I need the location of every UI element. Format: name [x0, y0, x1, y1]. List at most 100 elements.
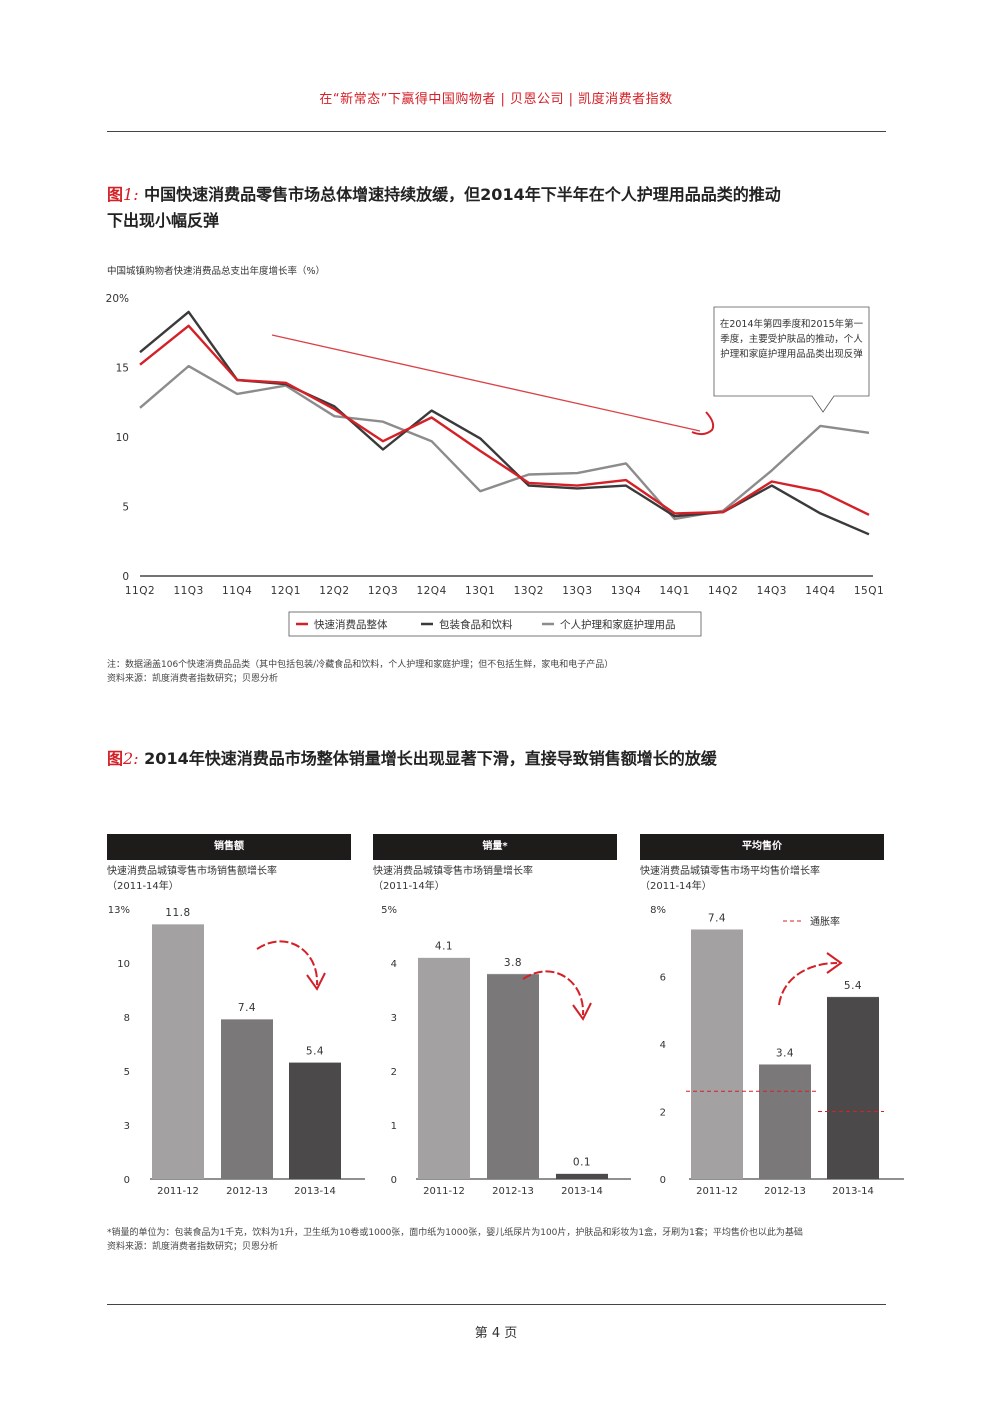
series-line-1	[139, 324, 870, 516]
line-chart-y-axis: 0 5 10 15 20%	[106, 293, 129, 583]
callout-text: 在2014年第四季度和2015年第一季度，主要受护肤品的推动，个人护理和家庭护理…	[719, 319, 864, 360]
y-tick-label: 15	[116, 363, 129, 375]
x-tick-label: 2011-12	[696, 1186, 738, 1197]
bar	[221, 1019, 273, 1179]
x-tick-label: 13Q1	[465, 585, 495, 597]
figure2-number: 2:	[123, 749, 139, 768]
x-tick-label: 2013-14	[294, 1186, 336, 1197]
x-tick-label: 13Q2	[514, 585, 544, 597]
legend: 快速消费品整体 包装食品和饮料 个人护理和家庭护理用品	[296, 618, 676, 631]
figure1-title-line1: 中国快速消费品零售市场总体增速持续放缓，但2014年下半年在个人护理用品品类的推…	[144, 185, 781, 204]
x-tick-label: 12Q2	[319, 585, 349, 597]
panel-sales-subtitle-line2: （2011-14年）	[107, 881, 179, 892]
y-tick-label: 5	[122, 502, 129, 514]
y-tick-label: 8	[124, 1013, 130, 1024]
bar-chart-sales: 0 3 5 8 10 13% 11.8 2011-12 7.4 2012-13 5.4 2013-14	[108, 905, 365, 1197]
figure2-title: 图2: 2014年快速消费品市场整体销量增长出现显著下滑，直接导致销售额增长的放…	[107, 746, 897, 772]
y-tick-label: 8%	[650, 905, 666, 916]
x-tick-label: 14Q4	[805, 585, 835, 597]
y-tick-label: 2	[660, 1108, 666, 1119]
figure1-note: 注：数据涵盖106个快速消费品品类（其中包括包装/冷藏食品和饮料，个人护理和家庭…	[107, 660, 614, 670]
bar-value-label: 7.4	[238, 1002, 256, 1014]
y-tick-label: 3	[391, 1013, 397, 1024]
x-tick-label: 11Q4	[222, 585, 252, 597]
line-chart-series	[139, 310, 870, 536]
y-tick-label: 0	[124, 1175, 130, 1186]
y-tick-label: 5%	[381, 905, 397, 916]
decline-arrow-head	[572, 1002, 592, 1021]
x-tick-label: 2012-13	[492, 1186, 534, 1197]
figure2-notes: *销量的单位为：包装食品为1千克，饮料为1升，卫生纸为10卷或1000张，面巾纸…	[107, 1226, 897, 1254]
figure1-number: 1:	[123, 185, 139, 204]
trend-arrow-head	[691, 411, 715, 436]
x-tick-label: 12Q1	[271, 585, 301, 597]
inflation-legend-label: 通胀率	[810, 915, 840, 928]
legend-label: 快速消费品整体	[314, 618, 388, 631]
x-tick-label: 2011-12	[423, 1186, 465, 1197]
y-tick-label: 4	[391, 959, 397, 970]
decline-arrow	[256, 940, 319, 986]
x-tick-label: 13Q3	[562, 585, 592, 597]
y-tick-label: 10	[116, 432, 129, 444]
figure1-label: 图	[107, 185, 124, 204]
panel-sales-header: 销售额	[107, 834, 351, 860]
bar	[487, 973, 539, 1179]
x-tick-label: 2013-14	[561, 1186, 603, 1197]
y-tick-label: 13%	[108, 905, 130, 916]
page-number: 第 4 页	[474, 1326, 518, 1341]
header-rule	[107, 131, 886, 132]
panel-volume-header: 销量*	[373, 834, 617, 860]
x-tick-label: 11Q3	[173, 585, 203, 597]
running-header: 在“新常态”下赢得中国购物者 | 贝恩公司 | 凯度消费者指数	[319, 92, 673, 107]
series-line-3	[139, 364, 870, 521]
legend-box	[288, 611, 702, 637]
trend-arrow-line	[271, 334, 701, 432]
y-tick-label: 4	[660, 1040, 666, 1051]
bar	[759, 1064, 811, 1179]
x-tick-label: 14Q2	[708, 585, 738, 597]
line-chart-subtitle: 中国城镇购物者快速消费品总支出年度增长率（%）	[107, 265, 325, 277]
callout-text-container: 在2014年第四季度和2015年第一季度，主要受护肤品的推动，个人护理和家庭护理…	[719, 319, 864, 360]
line-chart-x-axis: 11Q2 11Q3 11Q4 12Q1 12Q2 12Q3 12Q4 13Q1 13Q2 13Q3…	[125, 585, 884, 597]
x-tick-label: 14Q3	[757, 585, 787, 597]
panel-volume-subtitle-line2: （2011-14年）	[373, 881, 445, 892]
x-tick-label: 2011-12	[157, 1186, 199, 1197]
x-tick-label: 11Q2	[125, 585, 155, 597]
figure2-title-text: 2014年快速消费品市场整体销量增长出现显著下滑，直接导致销售额增长的放缓	[144, 749, 717, 768]
figure2-footnote: *销量的单位为：包装食品为1千克，饮料为1升，卫生纸为10卷或1000张，面巾纸…	[107, 1228, 803, 1238]
callout-box	[713, 306, 870, 413]
panel-volume-subtitle-line1: 快速消费品城镇零售市场销量增长率	[373, 866, 533, 877]
increase-arrow	[778, 962, 838, 1006]
bar-chart-price: 0 2 4 6 8% 7.4 2011-12 3.4 2012-13 5.4 2013-14 通胀率	[650, 905, 904, 1197]
legend-label: 个人护理和家庭护理用品	[560, 618, 676, 631]
figure1-title: 图1: 中国快速消费品零售市场总体增速持续放缓，但2014年下半年在个人护理用品…	[107, 182, 897, 234]
y-tick-label: 6	[660, 973, 666, 984]
y-tick-label: 5	[124, 1067, 130, 1078]
y-tick-label: 0	[391, 1175, 397, 1186]
figure2-source: 资料来源：凯度消费者指数研究；贝恩分析	[107, 1242, 279, 1252]
figure1-source: 资料来源：凯度消费者指数研究；贝恩分析	[107, 674, 279, 684]
panel-volume-subtitle: 快速消费品城镇零售市场销量增长率 （2011-14年）	[373, 864, 617, 894]
x-tick-label: 2012-13	[226, 1186, 268, 1197]
bar	[556, 1173, 608, 1179]
panel-price-header: 平均售价	[640, 834, 884, 860]
y-tick-label: 20%	[106, 293, 129, 305]
x-tick-label: 12Q3	[368, 585, 398, 597]
bar-value-label: 0.1	[573, 1157, 591, 1169]
x-tick-label: 13Q4	[611, 585, 641, 597]
figure1-title-line2: 下出现小幅反弹	[107, 211, 220, 230]
x-tick-label: 2012-13	[764, 1186, 806, 1197]
decline-arrow	[522, 970, 585, 1016]
bar-value-label: 5.4	[306, 1045, 324, 1057]
bar	[691, 929, 743, 1179]
y-tick-label: 0	[122, 571, 129, 583]
panel-price-subtitle-line2: （2011-14年）	[640, 881, 712, 892]
bar	[152, 924, 204, 1179]
decline-arrow-head	[306, 972, 326, 991]
x-tick-label: 12Q4	[416, 585, 446, 597]
figure1-notes: 注：数据涵盖106个快速消费品品类（其中包括包装/冷藏食品和饮料，个人护理和家庭…	[107, 658, 907, 686]
y-tick-label: 3	[124, 1121, 130, 1132]
legend-label: 包装食品和饮料	[439, 618, 513, 631]
